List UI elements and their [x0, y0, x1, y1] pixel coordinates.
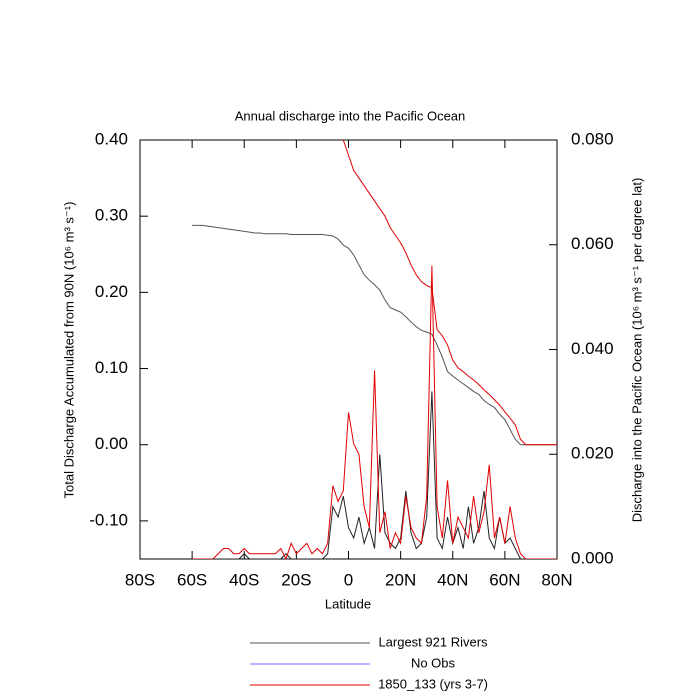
x-tick-label: 40S [229, 570, 259, 589]
y-tick-label: 0.30 [95, 206, 128, 225]
y-tick-label: 0.00 [95, 434, 128, 453]
x-tick-label: 80S [125, 570, 155, 589]
y-tick-label: -0.10 [89, 510, 128, 529]
x-tick-label: 0 [344, 570, 353, 589]
y2-tick-label: 0.060 [571, 234, 614, 253]
y-axis-label: Total Discharge Accumulated from 90N (10… [61, 202, 76, 499]
y2-tick-label: 0.040 [571, 339, 614, 358]
legend-label: 1850_133 (yrs 3-7) [378, 676, 488, 691]
x-tick-label: 20N [385, 570, 416, 589]
y2-tick-label: 0.000 [571, 548, 614, 567]
plot-area [192, 140, 557, 559]
y-tick-label: 0.20 [95, 282, 128, 301]
y-tick-label: 0.10 [95, 358, 128, 377]
y-tick-label: 0.40 [95, 129, 128, 148]
legend-label: No Obs [411, 655, 456, 670]
x-tick-label: 40N [437, 570, 468, 589]
chart-title: Annual discharge into the Pacific Ocean [235, 108, 466, 123]
data-line [192, 391, 557, 559]
y2-axis-label: Discharge into the Pacific Ocean (10⁶ m³… [629, 178, 644, 523]
legend-label: Largest 921 Rivers [378, 634, 488, 649]
x-tick-label: 60S [177, 570, 207, 589]
x-tick-label: 60N [489, 570, 520, 589]
x-axis-label: Latitude [325, 596, 371, 611]
data-line [342, 140, 557, 446]
plot-frame [139, 139, 558, 560]
y2-tick-label: 0.080 [571, 129, 614, 148]
y2-tick-label: 0.020 [571, 444, 614, 463]
data-line [192, 224, 557, 446]
x-tick-label: 20S [281, 570, 311, 589]
x-tick-label: 80N [541, 570, 572, 589]
data-line [192, 265, 557, 559]
